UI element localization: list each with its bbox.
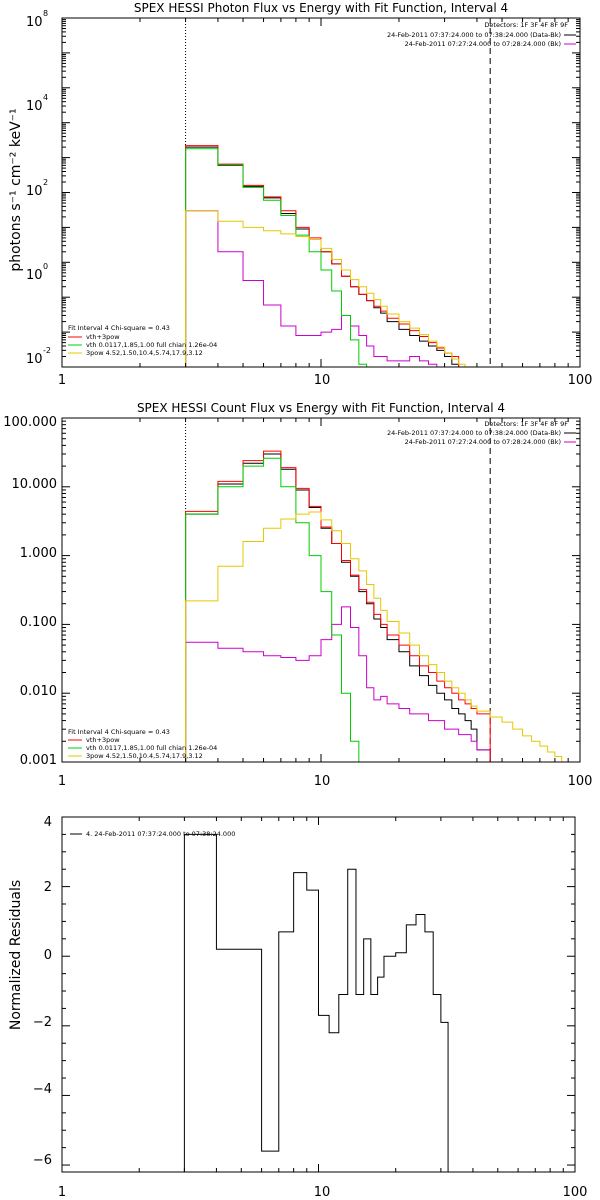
photon-flux-panel: SPEX HESSI Photon Flux vs Energy with Fi… [8, 1, 592, 388]
ytick-base: 10 [26, 15, 43, 30]
ytick-label: 102 [26, 178, 48, 199]
ytick-label: 4 [44, 815, 52, 830]
count-flux-ytick-labels: 0.001 0.010 0.100 1.000 10.000 100.000 [3, 415, 57, 768]
count-flux-plot [185, 418, 580, 762]
series-group [185, 18, 580, 367]
residuals-panel: Normalized Residuals 4 2 0 −2 −4 −6 1 10… [8, 815, 587, 1200]
ytick-label: 10-2 [26, 346, 51, 367]
legend-header: Detectors: 1F 3F 4F 8F 9F [484, 420, 568, 428]
photon-flux-ylabel: photons s⁻¹ cm⁻² keV⁻¹ [8, 108, 24, 271]
xtick-label: 1 [58, 1185, 66, 1200]
series-line-1 [185, 210, 459, 367]
series-line-4 [185, 210, 580, 367]
legend-entry-bk: 24-Feb-2011 07:27:24.000 to 07:28:24.000… [405, 40, 561, 48]
photon-flux-legend-bottom-left: Fit Interval 4 Chi-square = 0.43 vth+3po… [68, 324, 217, 357]
residuals-ylabel-wrap: Normalized Residuals [8, 880, 24, 1030]
xtick-label: 100 [568, 373, 593, 388]
ytick-label: 1.000 [20, 546, 57, 561]
ytick-label: 104 [26, 93, 48, 114]
legend-entry-data: 24-Feb-2011 07:37:24.000 to 07:38:24.000… [387, 31, 561, 39]
ytick-exp: -2 [43, 346, 51, 355]
count-flux-xtick-labels: 1 10 100 [58, 774, 593, 789]
ytick-base: 10 [26, 352, 43, 367]
ytick-label: 0.001 [20, 753, 57, 768]
xtick-label: 100 [568, 774, 593, 789]
ytick-label: 0 [44, 948, 52, 963]
ytick-label: 108 [26, 9, 48, 30]
ytick-label: −4 [33, 1082, 52, 1097]
xtick-label: 1 [58, 373, 66, 388]
ytick-exp: 8 [43, 9, 48, 18]
series-group [185, 418, 580, 762]
xtick-label: 1 [58, 774, 66, 789]
residuals-ytick-labels: 4 2 0 −2 −4 −6 [33, 815, 52, 1168]
legend-fit-total: vth+3pow [86, 333, 120, 341]
count-flux-axes [61, 417, 581, 763]
ytick-base: 10 [26, 99, 43, 114]
legend-header: Detectors: 1F 3F 4F 8F 9F [484, 21, 568, 29]
legend-fit-header: Fit Interval 4 Chi-square = 0.43 [68, 728, 170, 736]
photon-flux-ytick-labels: 108 104 102 100 10-2 [26, 9, 51, 367]
legend-entry: 4. 24-Feb-2011 07:37:24.000 to 07:38:24.… [86, 830, 235, 838]
legend-fit-vth: vth 0.0117,1.85,1.00 full chian 1.26e-04 [86, 341, 217, 349]
photon-flux-title: SPEX HESSI Photon Flux vs Energy with Fi… [134, 1, 508, 15]
ytick-label: 0.100 [20, 615, 57, 630]
legend-entry-bk: 24-Feb-2011 07:27:24.000 to 07:28:24.000… [405, 438, 561, 446]
legend-fit-header: Fit Interval 4 Chi-square = 0.43 [68, 324, 170, 332]
ytick-exp: 2 [43, 178, 48, 187]
series-line-0 [185, 453, 491, 762]
photon-flux-plot [185, 18, 580, 367]
legend-fit-3pow: 3pow 4.52,1.50,10.4,5.74,17.9,3.12 [86, 349, 203, 357]
legend-entry-data: 24-Feb-2011 07:37:24.000 to 07:38:24.000… [387, 429, 561, 437]
photon-flux-ylabel-wrap: photons s⁻¹ cm⁻² keV⁻¹ [8, 108, 24, 271]
xtick-label: 10 [314, 1185, 331, 1200]
xtick-label: 10 [314, 373, 331, 388]
count-flux-legend-bottom-left: Fit Interval 4 Chi-square = 0.43 vth+3po… [68, 728, 217, 760]
series-line-3 [185, 457, 367, 762]
ytick-label: 10.000 [12, 477, 58, 492]
series-line-1 [185, 606, 491, 762]
ytick-label: 100 [26, 262, 48, 283]
ytick-base: 10 [26, 268, 43, 283]
ytick-base: 10 [26, 184, 43, 199]
residuals-plot [183, 833, 449, 1172]
residuals-ylabel: Normalized Residuals [8, 880, 24, 1030]
residuals-axes [61, 816, 576, 1173]
xtick-label: 100 [563, 1185, 588, 1200]
photon-flux-axes [61, 17, 581, 368]
xtick-label: 10 [314, 774, 331, 789]
count-flux-legend-top-right: Detectors: 1F 3F 4F 8F 9F 24-Feb-2011 07… [387, 420, 576, 446]
count-flux-title: SPEX HESSI Count Flux vs Energy with Fit… [137, 401, 505, 415]
photon-flux-xtick-labels: 1 10 100 [58, 373, 593, 388]
series-line-2 [185, 450, 491, 762]
series-line-3 [185, 148, 374, 367]
ytick-exp: 4 [43, 93, 48, 102]
legend-fit-total: vth+3pow [86, 736, 120, 744]
series-line-0 [183, 833, 449, 1172]
legend-fit-3pow: 3pow 4.52,1.50,10.4,5.74,17.9,3.12 [86, 752, 203, 760]
photon-flux-legend-top-right: Detectors: 1F 3F 4F 8F 9F 24-Feb-2011 07… [387, 21, 576, 48]
ytick-label: −6 [33, 1153, 52, 1168]
ytick-label: 2 [44, 880, 52, 895]
series-line-2 [185, 145, 460, 367]
count-flux-panel: SPEX HESSI Count Flux vs Energy with Fit… [3, 401, 592, 789]
axes-frame [61, 17, 581, 368]
residuals-xtick-labels: 1 10 100 [58, 1185, 588, 1200]
ytick-label: 0.010 [20, 684, 57, 699]
ytick-label: −2 [33, 1015, 52, 1030]
legend-fit-vth: vth 0.0117,1.85,1.00 full chian 1.26e-04 [86, 744, 217, 752]
ytick-label: 100.000 [3, 415, 57, 430]
series-group [183, 833, 449, 1172]
ytick-exp: 0 [43, 262, 48, 271]
series-line-0 [185, 146, 460, 367]
series-line-4 [185, 511, 580, 762]
residuals-legend: 4. 24-Feb-2011 07:37:24.000 to 07:38:24.… [70, 830, 235, 838]
